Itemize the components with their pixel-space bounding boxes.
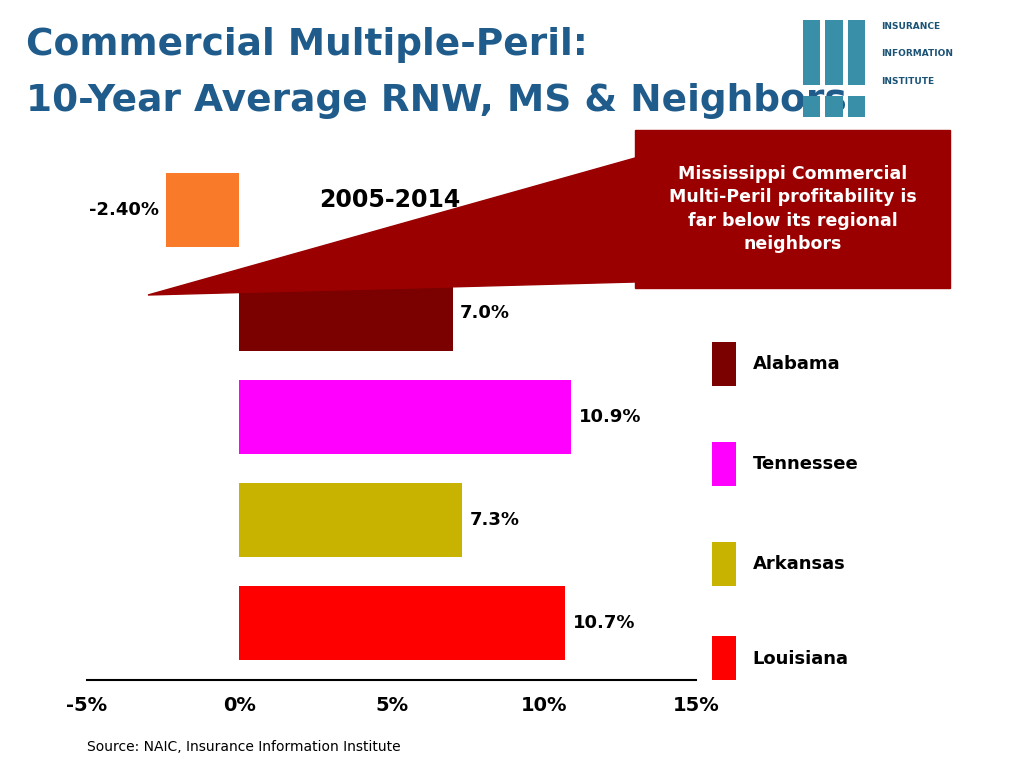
Bar [240,379,571,454]
Text: Commercial Multiple-Peril:: Commercial Multiple-Peril: [26,27,588,63]
Bar [712,237,736,281]
Bar [712,541,736,586]
Polygon shape [148,158,635,295]
Text: 7.3%: 7.3% [469,511,519,529]
Text: Alabama: Alabama [753,355,840,373]
Text: 10-Year Average RNW, MS & Neighbors: 10-Year Average RNW, MS & Neighbors [26,84,847,119]
Text: Source: NAIC, Insurance Information Institute: Source: NAIC, Insurance Information Inst… [87,740,400,754]
Bar [848,96,865,118]
Bar [803,96,820,118]
Bar [712,636,736,681]
Bar [635,130,950,288]
Text: INSURANCE: INSURANCE [881,22,940,31]
Bar [240,586,565,660]
Bar [240,482,462,557]
Text: -2.40%: -2.40% [89,201,159,220]
Bar [803,20,820,85]
Text: Mississippi Commercial
Multi-Peril profitability is
far below its regional
neigh: Mississippi Commercial Multi-Peril profi… [669,164,916,253]
Text: 2005-2014: 2005-2014 [319,188,461,212]
Bar [240,276,453,351]
Text: INFORMATION: INFORMATION [881,49,952,58]
Bar [166,174,240,247]
Text: Arkansas: Arkansas [753,555,845,573]
Bar [825,96,843,118]
Text: 10.9%: 10.9% [579,408,641,425]
Bar [712,342,736,386]
Text: Mississippi: Mississippi [753,250,863,268]
Bar [825,20,843,85]
Text: Tennessee: Tennessee [753,455,858,473]
Bar [712,442,736,486]
Text: 7.0%: 7.0% [460,304,510,323]
Text: Louisiana: Louisiana [753,650,849,667]
Bar [848,20,865,85]
Text: 10.7%: 10.7% [573,614,636,632]
Text: INSTITUTE: INSTITUTE [881,77,934,86]
